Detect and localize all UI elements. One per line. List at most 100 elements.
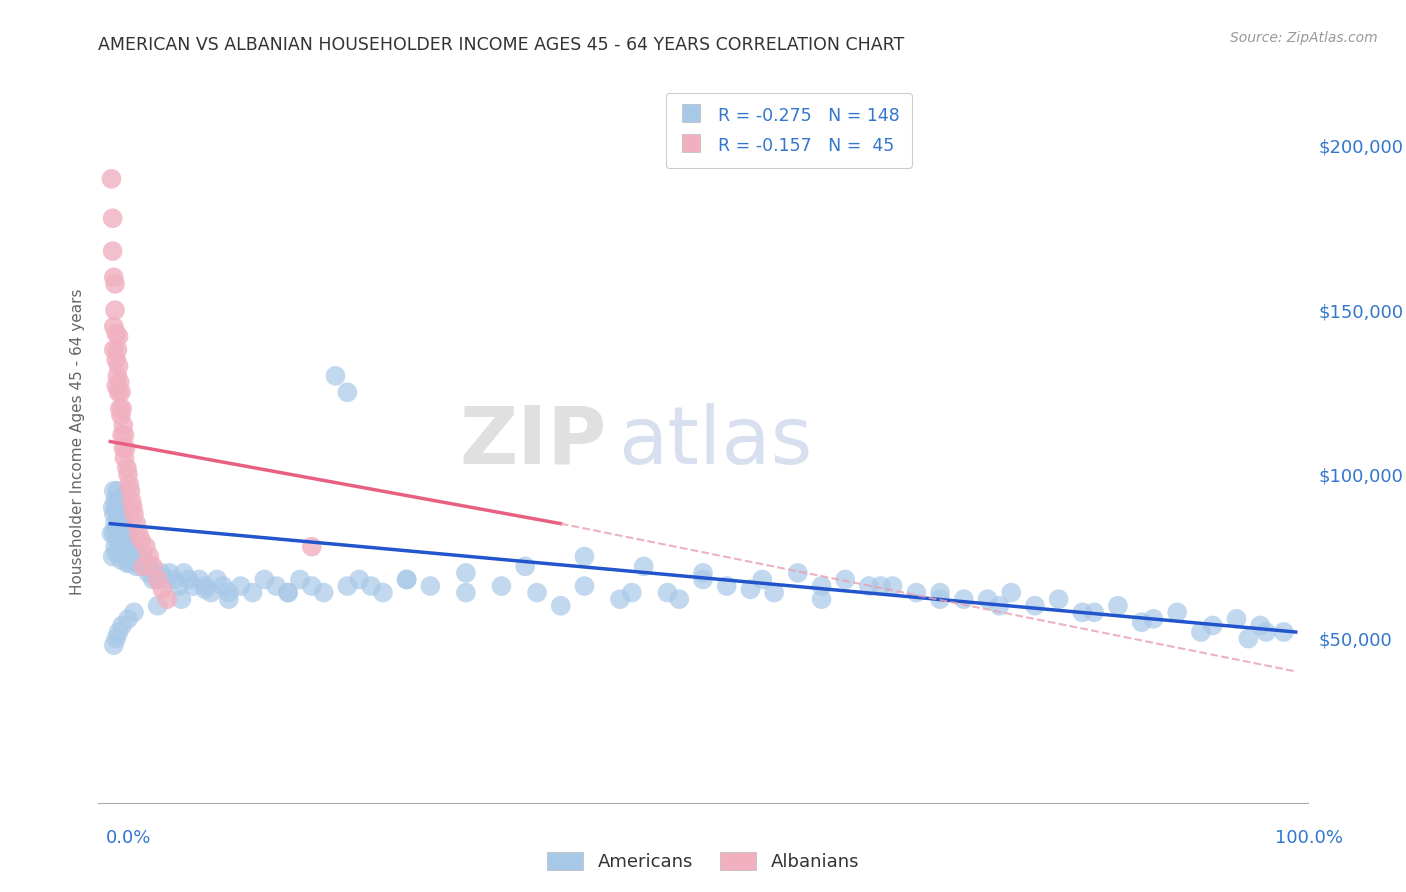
- Point: [115, 533, 138, 547]
- Point: [515, 559, 537, 574]
- Point: [371, 585, 394, 599]
- Point: [101, 244, 124, 258]
- Point: [117, 526, 139, 541]
- Point: [657, 585, 679, 599]
- Point: [111, 618, 134, 632]
- Point: [117, 612, 139, 626]
- Point: [1142, 612, 1164, 626]
- Text: AMERICAN VS ALBANIAN HOUSEHOLDER INCOME AGES 45 - 64 YEARS CORRELATION CHART: AMERICAN VS ALBANIAN HOUSEHOLDER INCOME …: [98, 36, 904, 54]
- Point: [194, 582, 217, 597]
- Point: [118, 477, 141, 491]
- Point: [103, 270, 125, 285]
- Point: [117, 549, 139, 564]
- Point: [905, 585, 928, 599]
- Point: [124, 553, 146, 567]
- Point: [120, 540, 142, 554]
- Point: [111, 428, 134, 442]
- Point: [347, 573, 370, 587]
- Point: [229, 579, 252, 593]
- Point: [103, 507, 125, 521]
- Point: [277, 585, 299, 599]
- Point: [336, 579, 359, 593]
- Point: [114, 523, 136, 537]
- Point: [526, 585, 548, 599]
- Text: 100.0%: 100.0%: [1275, 829, 1343, 847]
- Point: [277, 585, 299, 599]
- Point: [108, 376, 131, 390]
- Point: [1249, 618, 1271, 632]
- Point: [127, 546, 149, 560]
- Point: [105, 632, 128, 646]
- Point: [105, 546, 128, 560]
- Point: [194, 579, 217, 593]
- Point: [1272, 625, 1295, 640]
- Point: [1130, 615, 1153, 630]
- Point: [110, 385, 132, 400]
- Point: [107, 516, 129, 531]
- Legend: R = -0.275   N = 148, R = -0.157   N =  45: R = -0.275 N = 148, R = -0.157 N = 45: [666, 93, 912, 168]
- Point: [550, 599, 572, 613]
- Point: [122, 540, 145, 554]
- Point: [139, 559, 162, 574]
- Point: [1225, 612, 1247, 626]
- Point: [574, 549, 596, 564]
- Point: [129, 559, 152, 574]
- Point: [114, 540, 136, 554]
- Point: [121, 500, 143, 515]
- Point: [454, 566, 477, 580]
- Point: [1189, 625, 1212, 640]
- Point: [1071, 605, 1094, 619]
- Point: [103, 638, 125, 652]
- Point: [869, 579, 891, 593]
- Point: [952, 592, 974, 607]
- Point: [125, 516, 148, 531]
- Point: [104, 277, 127, 291]
- Point: [115, 556, 138, 570]
- Point: [121, 493, 143, 508]
- Point: [159, 566, 181, 580]
- Point: [107, 540, 129, 554]
- Point: [170, 592, 193, 607]
- Point: [692, 566, 714, 580]
- Point: [115, 460, 138, 475]
- Point: [121, 553, 143, 567]
- Legend: Americans, Albanians: Americans, Albanians: [540, 845, 866, 879]
- Point: [1000, 585, 1022, 599]
- Point: [111, 401, 134, 416]
- Point: [105, 368, 128, 383]
- Point: [100, 526, 122, 541]
- Point: [668, 592, 690, 607]
- Point: [114, 516, 136, 531]
- Point: [105, 352, 128, 367]
- Point: [491, 579, 513, 593]
- Point: [325, 368, 347, 383]
- Point: [112, 441, 135, 455]
- Point: [107, 493, 129, 508]
- Point: [114, 441, 136, 455]
- Point: [1024, 599, 1046, 613]
- Point: [336, 385, 359, 400]
- Point: [132, 559, 155, 574]
- Point: [101, 500, 124, 515]
- Point: [105, 326, 128, 341]
- Point: [609, 592, 631, 607]
- Text: ZIP: ZIP: [458, 402, 606, 481]
- Point: [111, 513, 134, 527]
- Point: [107, 385, 129, 400]
- Point: [205, 573, 228, 587]
- Point: [882, 579, 904, 593]
- Point: [129, 533, 152, 547]
- Point: [1083, 605, 1105, 619]
- Point: [146, 599, 169, 613]
- Point: [105, 507, 128, 521]
- Point: [104, 540, 127, 554]
- Point: [138, 549, 160, 564]
- Point: [188, 573, 211, 587]
- Point: [1202, 618, 1225, 632]
- Point: [128, 526, 150, 541]
- Point: [633, 559, 655, 574]
- Point: [620, 585, 643, 599]
- Point: [264, 579, 287, 593]
- Point: [107, 329, 129, 343]
- Point: [114, 428, 136, 442]
